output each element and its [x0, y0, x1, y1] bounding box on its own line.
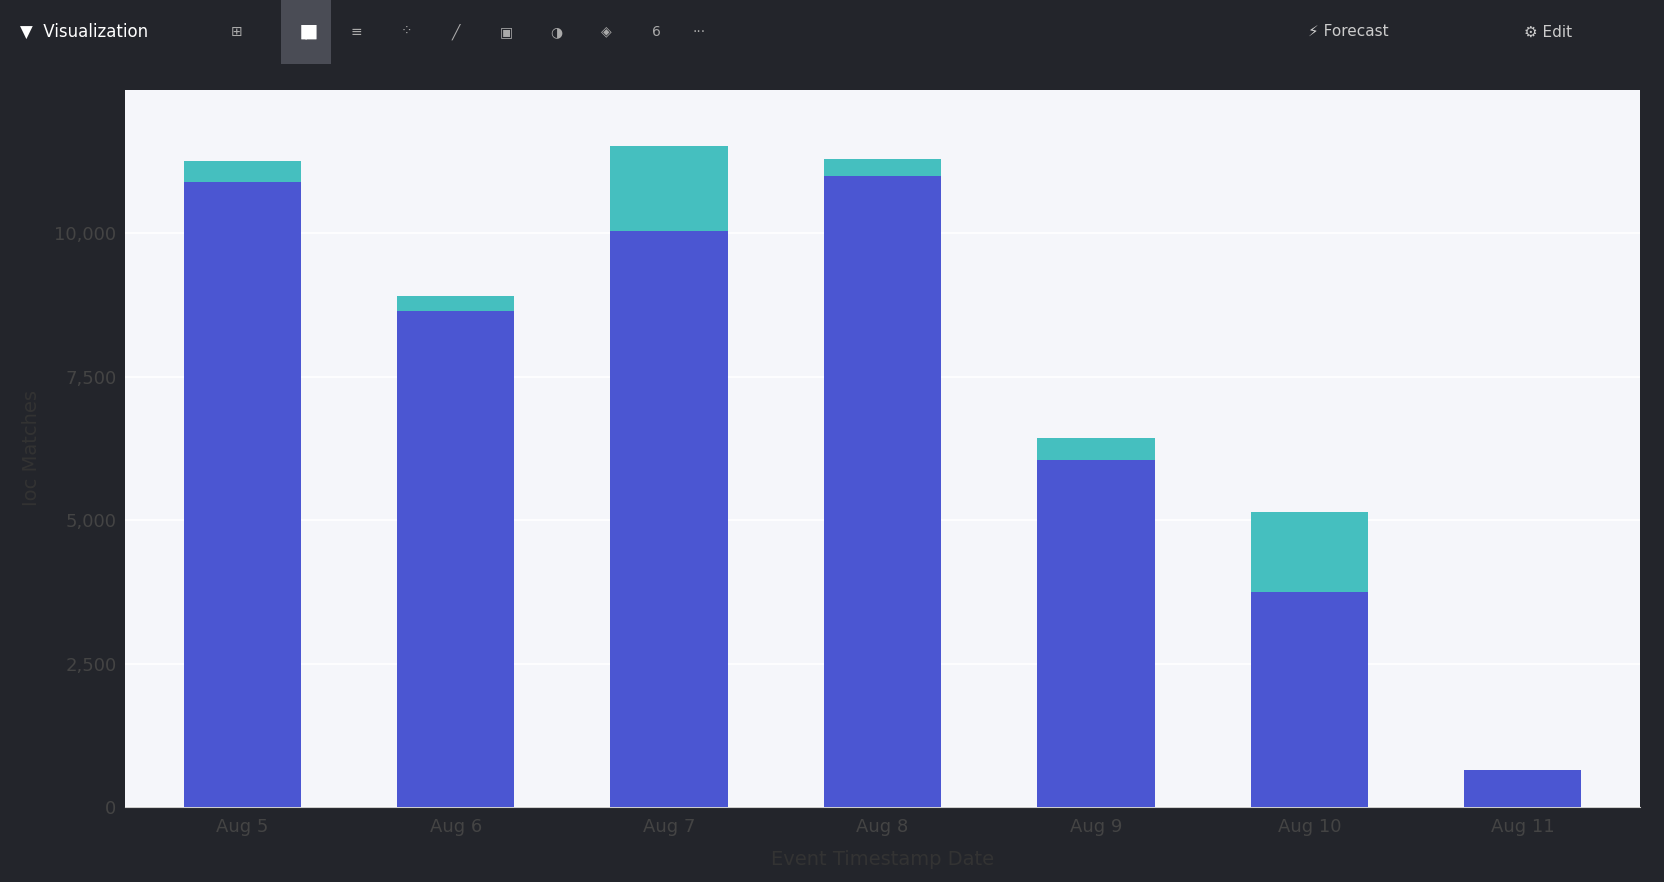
- Bar: [824, 160, 940, 176]
- Bar: [396, 296, 514, 310]
- Text: ◑: ◑: [549, 25, 562, 39]
- Text: ▣: ▣: [499, 25, 513, 39]
- Bar: [396, 310, 514, 807]
- Bar: [183, 182, 301, 807]
- Text: ≡: ≡: [351, 25, 361, 39]
- Text: ⚡ Forecast: ⚡ Forecast: [1308, 24, 1388, 40]
- Bar: [1037, 460, 1153, 807]
- FancyBboxPatch shape: [281, 0, 331, 64]
- Text: ▐█: ▐█: [296, 25, 316, 39]
- Bar: [611, 146, 727, 230]
- Bar: [611, 230, 727, 807]
- X-axis label: Event Timestamp Date: Event Timestamp Date: [770, 850, 993, 869]
- Text: ⊞: ⊞: [231, 25, 241, 39]
- Text: ╱: ╱: [451, 24, 461, 40]
- Bar: [1463, 770, 1581, 807]
- Text: ◈: ◈: [601, 25, 611, 39]
- Bar: [1250, 592, 1368, 807]
- Bar: [183, 161, 301, 182]
- Text: ···: ···: [692, 25, 706, 39]
- Text: ⁘: ⁘: [401, 25, 411, 39]
- Bar: [1250, 512, 1368, 592]
- Bar: [1037, 438, 1153, 460]
- Text: ▼  Visualization: ▼ Visualization: [20, 23, 148, 41]
- Text: ▐█: ▐█: [296, 25, 316, 39]
- Text: ⚙ Edit: ⚙ Edit: [1524, 24, 1571, 40]
- Y-axis label: Ioc Matches: Ioc Matches: [22, 391, 40, 506]
- Text: 6: 6: [651, 25, 661, 39]
- Bar: [824, 176, 940, 807]
